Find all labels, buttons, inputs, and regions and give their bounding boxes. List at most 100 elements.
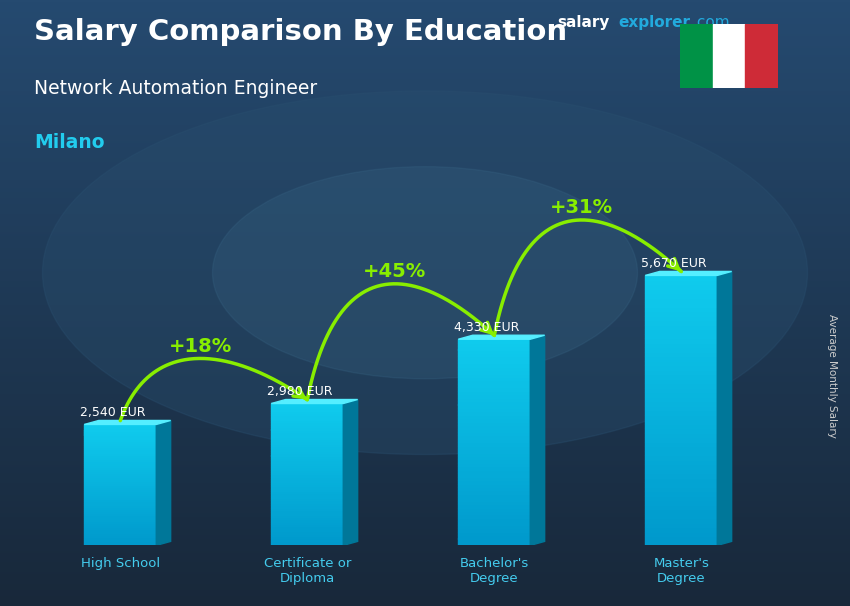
Bar — [0, 24, 850, 26]
Bar — [0, 178, 850, 180]
Bar — [0, 141, 850, 144]
Bar — [0, 176, 850, 178]
Bar — [645, 406, 717, 410]
Bar — [458, 490, 530, 494]
Bar — [0, 135, 850, 138]
Bar — [458, 339, 530, 342]
Bar — [0, 507, 850, 509]
Bar — [0, 604, 850, 606]
Bar — [458, 353, 530, 356]
Bar — [84, 435, 156, 436]
Bar — [0, 186, 850, 188]
Bar — [645, 375, 717, 379]
Bar — [458, 528, 530, 531]
Bar — [0, 339, 850, 341]
Bar — [645, 523, 717, 527]
Bar — [0, 347, 850, 350]
Bar — [0, 291, 850, 293]
Bar — [0, 509, 850, 511]
Bar — [645, 447, 717, 451]
Bar — [0, 275, 850, 277]
Bar — [0, 503, 850, 505]
Bar — [0, 32, 850, 35]
Bar — [0, 62, 850, 65]
Bar — [271, 458, 343, 461]
Bar — [0, 602, 850, 604]
Bar — [0, 18, 850, 20]
Bar — [645, 370, 717, 375]
Bar — [0, 305, 850, 307]
Bar — [458, 346, 530, 350]
Bar — [0, 412, 850, 414]
Bar — [645, 397, 717, 401]
Bar — [645, 384, 717, 388]
Bar — [0, 459, 850, 461]
Bar — [271, 482, 343, 484]
Bar — [271, 408, 343, 411]
Bar — [0, 447, 850, 448]
Bar — [0, 315, 850, 317]
Bar — [84, 521, 156, 523]
Bar — [0, 309, 850, 311]
Bar — [0, 556, 850, 558]
Bar — [458, 439, 530, 442]
Bar — [458, 501, 530, 504]
Bar — [458, 373, 530, 377]
Bar — [271, 493, 343, 496]
Bar — [0, 442, 850, 444]
Bar — [645, 541, 717, 545]
Bar — [458, 463, 530, 467]
Bar — [0, 331, 850, 333]
Bar — [458, 504, 530, 508]
Bar — [645, 433, 717, 438]
Bar — [0, 333, 850, 335]
Bar — [0, 38, 850, 41]
Bar — [84, 424, 156, 427]
Bar — [645, 505, 717, 510]
Bar — [0, 416, 850, 418]
Bar — [84, 459, 156, 461]
Bar — [645, 455, 717, 460]
Bar — [0, 281, 850, 283]
Bar — [0, 59, 850, 61]
Bar — [0, 285, 850, 287]
Bar — [271, 446, 343, 448]
Bar — [645, 424, 717, 428]
Bar — [271, 496, 343, 498]
Bar — [271, 491, 343, 493]
Bar — [0, 410, 850, 412]
Bar — [84, 427, 156, 428]
Bar — [0, 418, 850, 420]
Bar — [84, 497, 156, 499]
Bar — [645, 442, 717, 447]
Bar — [0, 56, 850, 59]
Bar — [0, 10, 850, 12]
Text: 2,540 EUR: 2,540 EUR — [81, 406, 146, 419]
Bar — [0, 95, 850, 97]
Bar — [0, 533, 850, 535]
Bar — [0, 386, 850, 388]
Bar — [0, 359, 850, 362]
Bar — [84, 457, 156, 459]
Bar — [0, 588, 850, 590]
Bar — [0, 471, 850, 473]
Bar — [0, 244, 850, 247]
Bar — [271, 444, 343, 446]
Bar — [645, 527, 717, 532]
Bar — [0, 323, 850, 325]
Bar — [0, 144, 850, 145]
Bar — [0, 256, 850, 259]
Bar — [0, 390, 850, 392]
Bar — [84, 448, 156, 451]
Bar — [0, 461, 850, 462]
Bar — [458, 391, 530, 395]
Bar — [0, 465, 850, 467]
Polygon shape — [156, 421, 171, 545]
Bar — [0, 42, 850, 44]
Bar — [0, 335, 850, 338]
Bar — [0, 345, 850, 347]
Bar — [271, 479, 343, 482]
Bar — [0, 493, 850, 495]
Bar — [84, 433, 156, 435]
Bar — [645, 316, 717, 321]
